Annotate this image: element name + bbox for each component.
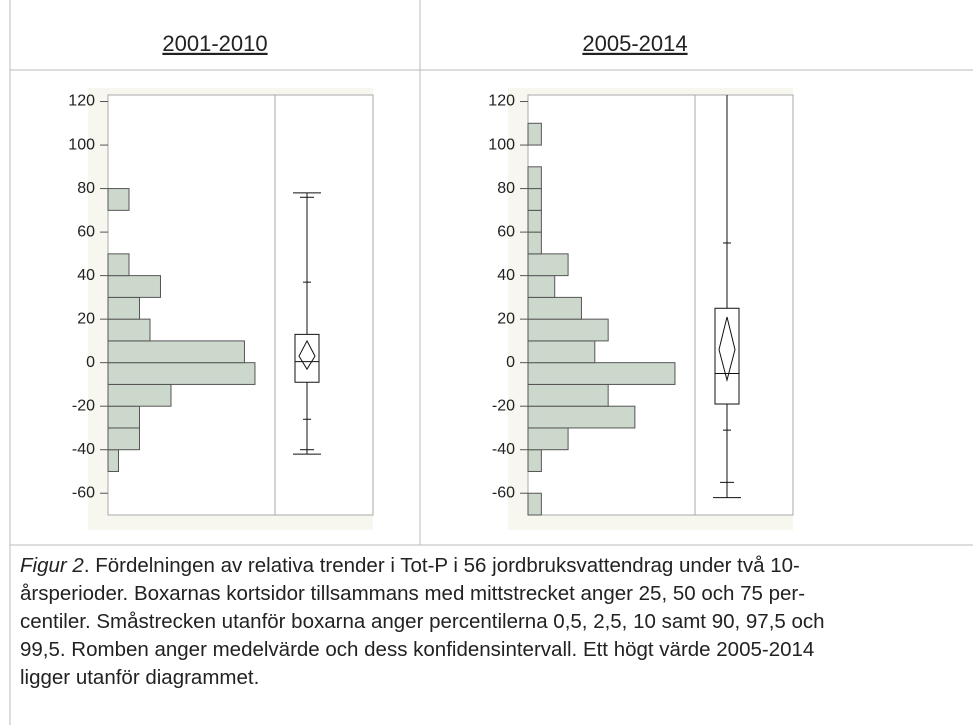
caption-text: årsperioder. Boxarnas kortsidor tillsamm…: [20, 582, 806, 605]
histogram-bar: [527, 188, 542, 211]
caption-text: . Fördelningen av relativa trender i Tot…: [83, 554, 800, 577]
histogram-bar: [527, 362, 676, 385]
box: [714, 307, 740, 405]
y-tick-label: 0: [86, 354, 95, 371]
y-tick-label: -20: [72, 397, 95, 414]
histogram-bar: [107, 340, 245, 364]
histogram-bar: [107, 188, 130, 211]
caption-line: årsperioder. Boxarnas kortsidor tillsamm…: [20, 580, 960, 608]
histogram-bar: [527, 340, 596, 364]
caption-text: ligger utanför diagrammet.: [20, 666, 260, 689]
histogram-bar: [107, 253, 130, 277]
histogram-bar: [527, 275, 556, 298]
box: [294, 333, 320, 383]
column-header: 2001-2010: [162, 31, 267, 56]
histogram-bar: [527, 383, 609, 407]
histogram-bar: [527, 166, 542, 190]
y-tick-label: 20: [497, 310, 515, 327]
y-tick-label: 120: [488, 93, 515, 110]
histogram-bar: [527, 449, 542, 472]
histogram-bar: [107, 296, 140, 320]
histogram-bar: [527, 231, 542, 255]
y-tick-label: -40: [72, 441, 95, 458]
histogram-bar: [527, 122, 542, 146]
caption-line: 99,5. Romben anger medelvärde och dess k…: [20, 636, 960, 664]
histogram-bar: [527, 253, 569, 277]
box-plot: [713, 95, 741, 499]
histogram-bar: [527, 427, 569, 451]
mean-diamond: [298, 339, 316, 371]
caption-text: centiler. Småstrecken utanför boxarna an…: [20, 610, 825, 633]
y-tick-label: 100: [68, 136, 95, 153]
caption: Figur 2. Fördelningen av relativa trende…: [20, 552, 960, 692]
mean-diamond: [718, 316, 736, 383]
column-header: 2005-2014: [582, 31, 687, 56]
caption-line: centiler. Småstrecken utanför boxarna an…: [20, 608, 960, 636]
plot-frame: [107, 94, 374, 516]
histogram-bar: [527, 209, 542, 233]
y-tick-label: 60: [77, 223, 95, 240]
y-tick-label: -60: [72, 484, 95, 501]
histogram-bar: [527, 318, 609, 342]
caption-label: Figur 2: [20, 554, 84, 577]
y-tick-label: 40: [497, 267, 515, 284]
y-tick-label: -40: [492, 441, 515, 458]
y-tick-label: 20: [77, 310, 95, 327]
y-tick-label: 0: [506, 354, 515, 371]
histogram-bar: [107, 427, 140, 451]
histogram-bar: [527, 296, 582, 320]
box-plot: [293, 192, 321, 455]
y-tick-label: 120: [68, 93, 95, 110]
y-tick-label: 80: [77, 180, 95, 197]
histogram-bar: [107, 449, 119, 472]
histogram-bar: [107, 318, 151, 342]
histogram-bar: [107, 362, 256, 385]
y-tick-label: -20: [492, 397, 515, 414]
y-tick-label: 60: [497, 223, 515, 240]
histogram-bar: [107, 405, 140, 429]
histogram-bar: [527, 405, 636, 429]
histogram-bar: [527, 492, 542, 516]
histogram-bar: [107, 275, 161, 298]
caption-text: 99,5. Romben anger medelvärde och dess k…: [20, 638, 815, 661]
y-tick-label: 40: [77, 267, 95, 284]
y-tick-label: 100: [488, 136, 515, 153]
y-tick-label: -60: [492, 484, 515, 501]
y-tick-label: 80: [497, 180, 515, 197]
caption-line: ligger utanför diagrammet.: [20, 664, 960, 692]
caption-line: Figur 2. Fördelningen av relativa trende…: [20, 552, 960, 580]
histogram-bar: [107, 383, 172, 407]
